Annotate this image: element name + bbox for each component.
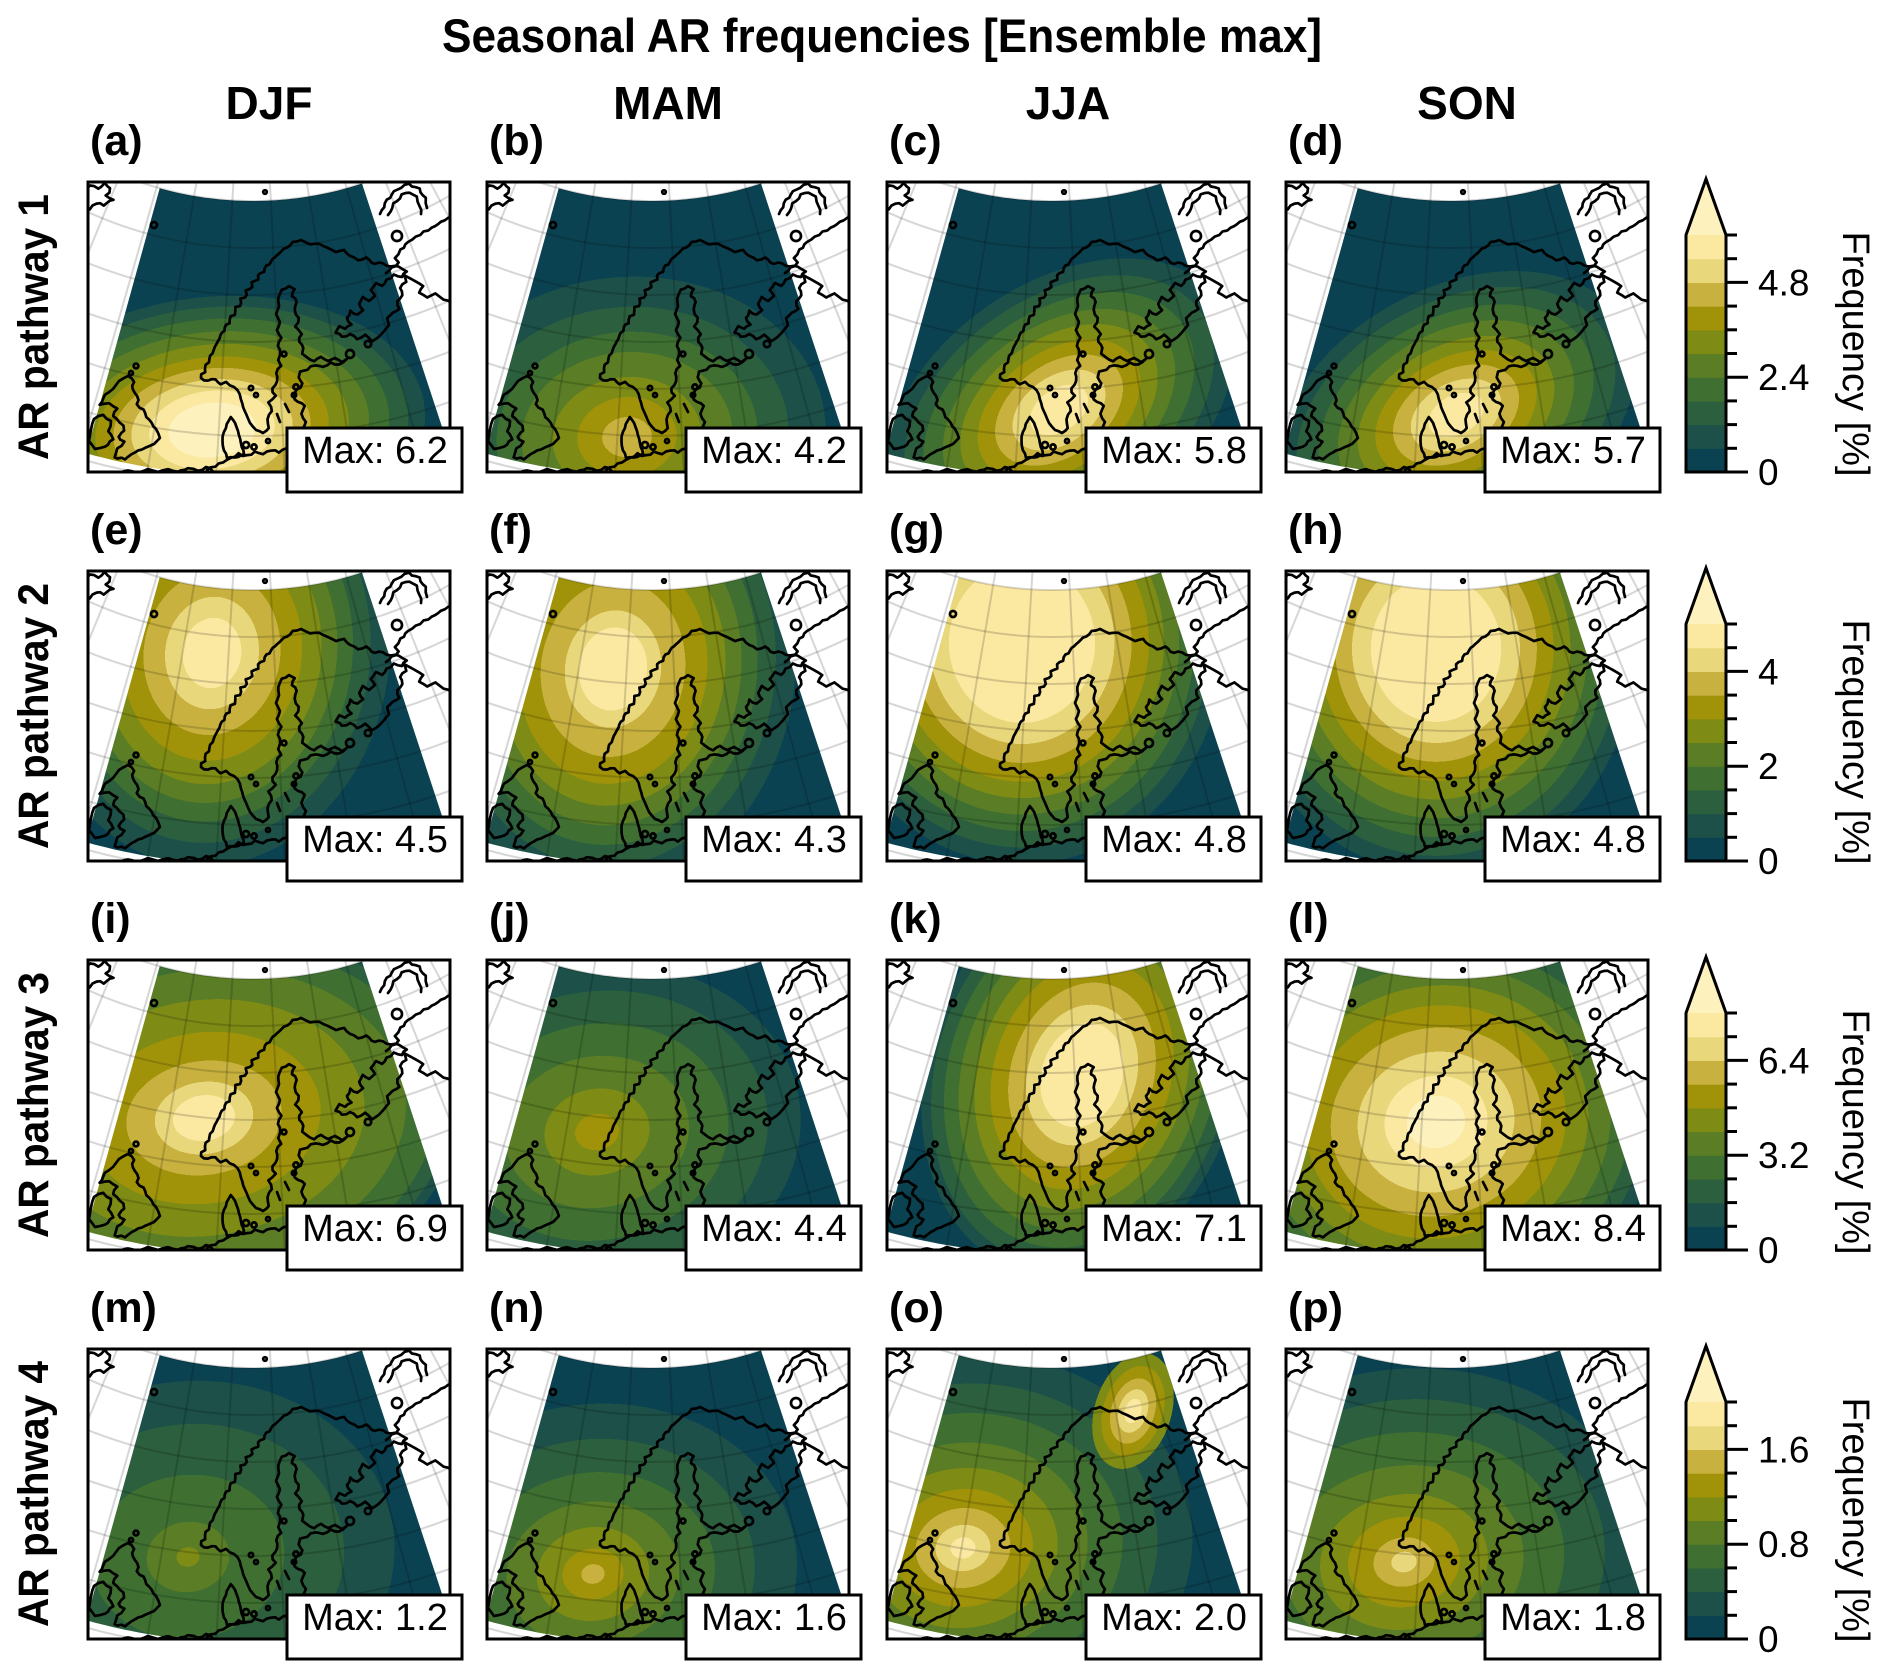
svg-text:Frequency [%]: Frequency [%] [1834, 232, 1876, 477]
svg-text:Max: 8.4: Max: 8.4 [1500, 1208, 1646, 1250]
svg-text:2: 2 [1758, 746, 1779, 787]
svg-text:AR pathway 2: AR pathway 2 [10, 583, 58, 849]
svg-text:0: 0 [1758, 1619, 1779, 1660]
svg-text:3.2: 3.2 [1758, 1135, 1809, 1176]
svg-text:AR pathway 1: AR pathway 1 [10, 194, 58, 460]
svg-text:Max: 4.4: Max: 4.4 [701, 1208, 847, 1250]
svg-text:Max: 5.7: Max: 5.7 [1500, 430, 1646, 472]
svg-text:Max: 1.6: Max: 1.6 [701, 1597, 847, 1639]
svg-text:4: 4 [1758, 651, 1779, 692]
svg-text:Frequency [%]: Frequency [%] [1834, 1398, 1876, 1643]
svg-text:Max: 1.2: Max: 1.2 [302, 1597, 448, 1639]
svg-text:(e): (e) [90, 506, 143, 554]
svg-text:(a): (a) [90, 117, 143, 165]
svg-text:Max: 4.8: Max: 4.8 [1500, 819, 1646, 861]
svg-text:Max: 5.8: Max: 5.8 [1101, 430, 1247, 472]
svg-text:Max: 4.8: Max: 4.8 [1101, 819, 1247, 861]
svg-text:Max: 4.5: Max: 4.5 [302, 819, 448, 861]
svg-text:6.4: 6.4 [1758, 1040, 1809, 1081]
svg-text:(l): (l) [1288, 895, 1329, 943]
svg-text:(n): (n) [489, 1284, 544, 1332]
svg-text:1.6: 1.6 [1758, 1429, 1809, 1470]
svg-text:Max: 7.1: Max: 7.1 [1101, 1208, 1247, 1250]
svg-text:Max: 4.2: Max: 4.2 [701, 430, 847, 472]
svg-text:Max: 6.9: Max: 6.9 [302, 1208, 448, 1250]
svg-text:(h): (h) [1288, 506, 1343, 554]
svg-text:Max: 4.3: Max: 4.3 [701, 819, 847, 861]
svg-text:AR pathway 3: AR pathway 3 [10, 972, 58, 1238]
svg-text:DJF: DJF [226, 77, 313, 129]
svg-text:0: 0 [1758, 452, 1779, 493]
svg-text:(f): (f) [489, 506, 532, 554]
svg-text:MAM: MAM [613, 77, 723, 129]
svg-text:Max: 1.8: Max: 1.8 [1500, 1597, 1646, 1639]
svg-text:Frequency [%]: Frequency [%] [1834, 620, 1876, 865]
svg-text:Seasonal AR frequencies [Ensem: Seasonal AR frequencies [Ensemble max] [442, 9, 1322, 62]
svg-text:2.4: 2.4 [1758, 357, 1809, 398]
svg-text:0: 0 [1758, 841, 1779, 882]
svg-text:(g): (g) [889, 506, 944, 554]
svg-text:AR pathway 4: AR pathway 4 [10, 1361, 58, 1627]
svg-text:(j): (j) [489, 895, 530, 943]
svg-text:(m): (m) [90, 1284, 157, 1332]
svg-text:Max: 6.2: Max: 6.2 [302, 430, 448, 472]
svg-text:(p): (p) [1288, 1284, 1343, 1332]
svg-text:JJA: JJA [1026, 77, 1110, 129]
svg-text:(d): (d) [1288, 117, 1343, 165]
svg-text:Frequency [%]: Frequency [%] [1834, 1010, 1876, 1255]
svg-text:(o): (o) [889, 1284, 944, 1332]
svg-text:(k): (k) [889, 895, 942, 943]
svg-text:(c): (c) [889, 117, 942, 165]
svg-text:0: 0 [1758, 1230, 1779, 1271]
svg-text:4.8: 4.8 [1758, 262, 1809, 303]
svg-text:(i): (i) [90, 895, 131, 943]
svg-text:Max: 2.0: Max: 2.0 [1101, 1597, 1247, 1639]
svg-text:SON: SON [1417, 77, 1517, 129]
svg-text:0.8: 0.8 [1758, 1524, 1809, 1565]
svg-text:(b): (b) [489, 117, 544, 165]
